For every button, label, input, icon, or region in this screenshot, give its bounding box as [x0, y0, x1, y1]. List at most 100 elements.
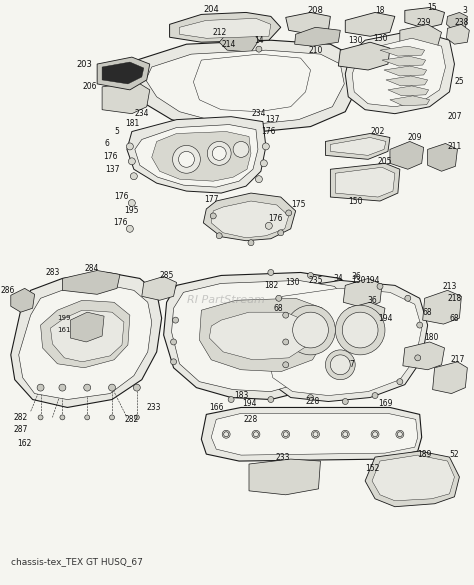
Polygon shape: [405, 8, 445, 28]
Circle shape: [371, 431, 379, 438]
Text: 283: 283: [46, 268, 60, 277]
Circle shape: [342, 312, 378, 348]
Circle shape: [373, 432, 377, 437]
Text: 189: 189: [418, 450, 432, 459]
Polygon shape: [365, 451, 459, 507]
Text: 166: 166: [209, 403, 223, 412]
Circle shape: [171, 339, 176, 345]
Circle shape: [283, 312, 289, 318]
Polygon shape: [11, 273, 162, 408]
Polygon shape: [135, 125, 258, 187]
Circle shape: [85, 415, 90, 420]
Circle shape: [268, 397, 274, 402]
Text: 180: 180: [424, 333, 439, 342]
Circle shape: [415, 355, 421, 361]
Circle shape: [224, 432, 228, 437]
Circle shape: [405, 295, 411, 301]
Polygon shape: [102, 62, 144, 84]
Circle shape: [179, 152, 194, 167]
Text: 287: 287: [14, 425, 28, 434]
Circle shape: [265, 222, 273, 229]
Text: 176: 176: [103, 152, 117, 161]
Circle shape: [60, 415, 65, 420]
Text: 3: 3: [462, 6, 467, 15]
Text: 208: 208: [308, 6, 323, 15]
Text: 235: 235: [308, 276, 323, 285]
Text: 194: 194: [365, 276, 379, 285]
Circle shape: [207, 142, 231, 166]
Text: 161: 161: [58, 327, 71, 333]
Text: 203: 203: [76, 60, 92, 68]
Polygon shape: [330, 163, 400, 201]
Text: 130: 130: [351, 276, 365, 285]
Text: 36: 36: [351, 272, 361, 281]
Polygon shape: [343, 278, 382, 308]
Polygon shape: [286, 12, 330, 35]
Circle shape: [276, 295, 282, 301]
Text: 137: 137: [105, 165, 119, 174]
Text: 183: 183: [234, 391, 248, 400]
Circle shape: [210, 213, 216, 219]
Text: 199: 199: [58, 315, 71, 321]
Circle shape: [109, 415, 115, 420]
Text: 284: 284: [85, 264, 100, 273]
Text: 194: 194: [242, 399, 256, 408]
Circle shape: [278, 230, 284, 236]
Circle shape: [377, 283, 383, 290]
Text: 206: 206: [83, 82, 98, 91]
Text: chassis-tex_TEX GT HUSQ_67: chassis-tex_TEX GT HUSQ_67: [11, 558, 143, 566]
Circle shape: [283, 362, 289, 368]
Polygon shape: [372, 455, 455, 501]
Text: 169: 169: [378, 399, 392, 408]
Text: 175: 175: [292, 201, 306, 209]
Text: 137: 137: [265, 115, 280, 124]
Polygon shape: [219, 30, 259, 52]
Circle shape: [38, 415, 43, 420]
Circle shape: [397, 378, 403, 384]
Circle shape: [313, 432, 318, 437]
Text: 162: 162: [18, 439, 32, 448]
Circle shape: [173, 146, 201, 173]
Text: 5: 5: [115, 127, 119, 136]
Circle shape: [37, 384, 44, 391]
Circle shape: [283, 339, 289, 345]
Circle shape: [134, 415, 139, 420]
Polygon shape: [330, 137, 386, 156]
Circle shape: [254, 432, 258, 437]
Circle shape: [342, 398, 348, 404]
Circle shape: [286, 210, 292, 216]
Text: 202: 202: [371, 127, 385, 136]
Polygon shape: [203, 193, 296, 240]
Text: 68: 68: [274, 304, 283, 313]
Text: 181: 181: [125, 119, 139, 128]
Polygon shape: [380, 46, 425, 56]
Polygon shape: [447, 12, 467, 30]
Text: 214: 214: [222, 40, 237, 49]
Text: 228: 228: [244, 415, 258, 424]
Circle shape: [127, 225, 133, 232]
Polygon shape: [211, 414, 418, 455]
Polygon shape: [51, 310, 124, 362]
Polygon shape: [97, 57, 150, 90]
Polygon shape: [352, 38, 446, 106]
Polygon shape: [172, 280, 348, 391]
Circle shape: [255, 176, 263, 183]
Polygon shape: [447, 25, 469, 44]
Polygon shape: [146, 50, 344, 123]
Text: 25: 25: [455, 77, 464, 87]
Polygon shape: [400, 25, 442, 50]
Text: 207: 207: [447, 112, 462, 121]
Text: 234: 234: [135, 109, 149, 118]
Text: 218: 218: [447, 294, 462, 303]
Polygon shape: [346, 302, 385, 330]
Circle shape: [417, 322, 423, 328]
Text: 286: 286: [0, 286, 15, 295]
Polygon shape: [102, 82, 150, 113]
Circle shape: [171, 359, 176, 365]
Circle shape: [133, 384, 140, 391]
Text: 6: 6: [105, 139, 109, 148]
Text: 213: 213: [442, 282, 456, 291]
Circle shape: [128, 158, 136, 165]
Polygon shape: [19, 284, 152, 400]
Text: 176: 176: [269, 214, 283, 223]
